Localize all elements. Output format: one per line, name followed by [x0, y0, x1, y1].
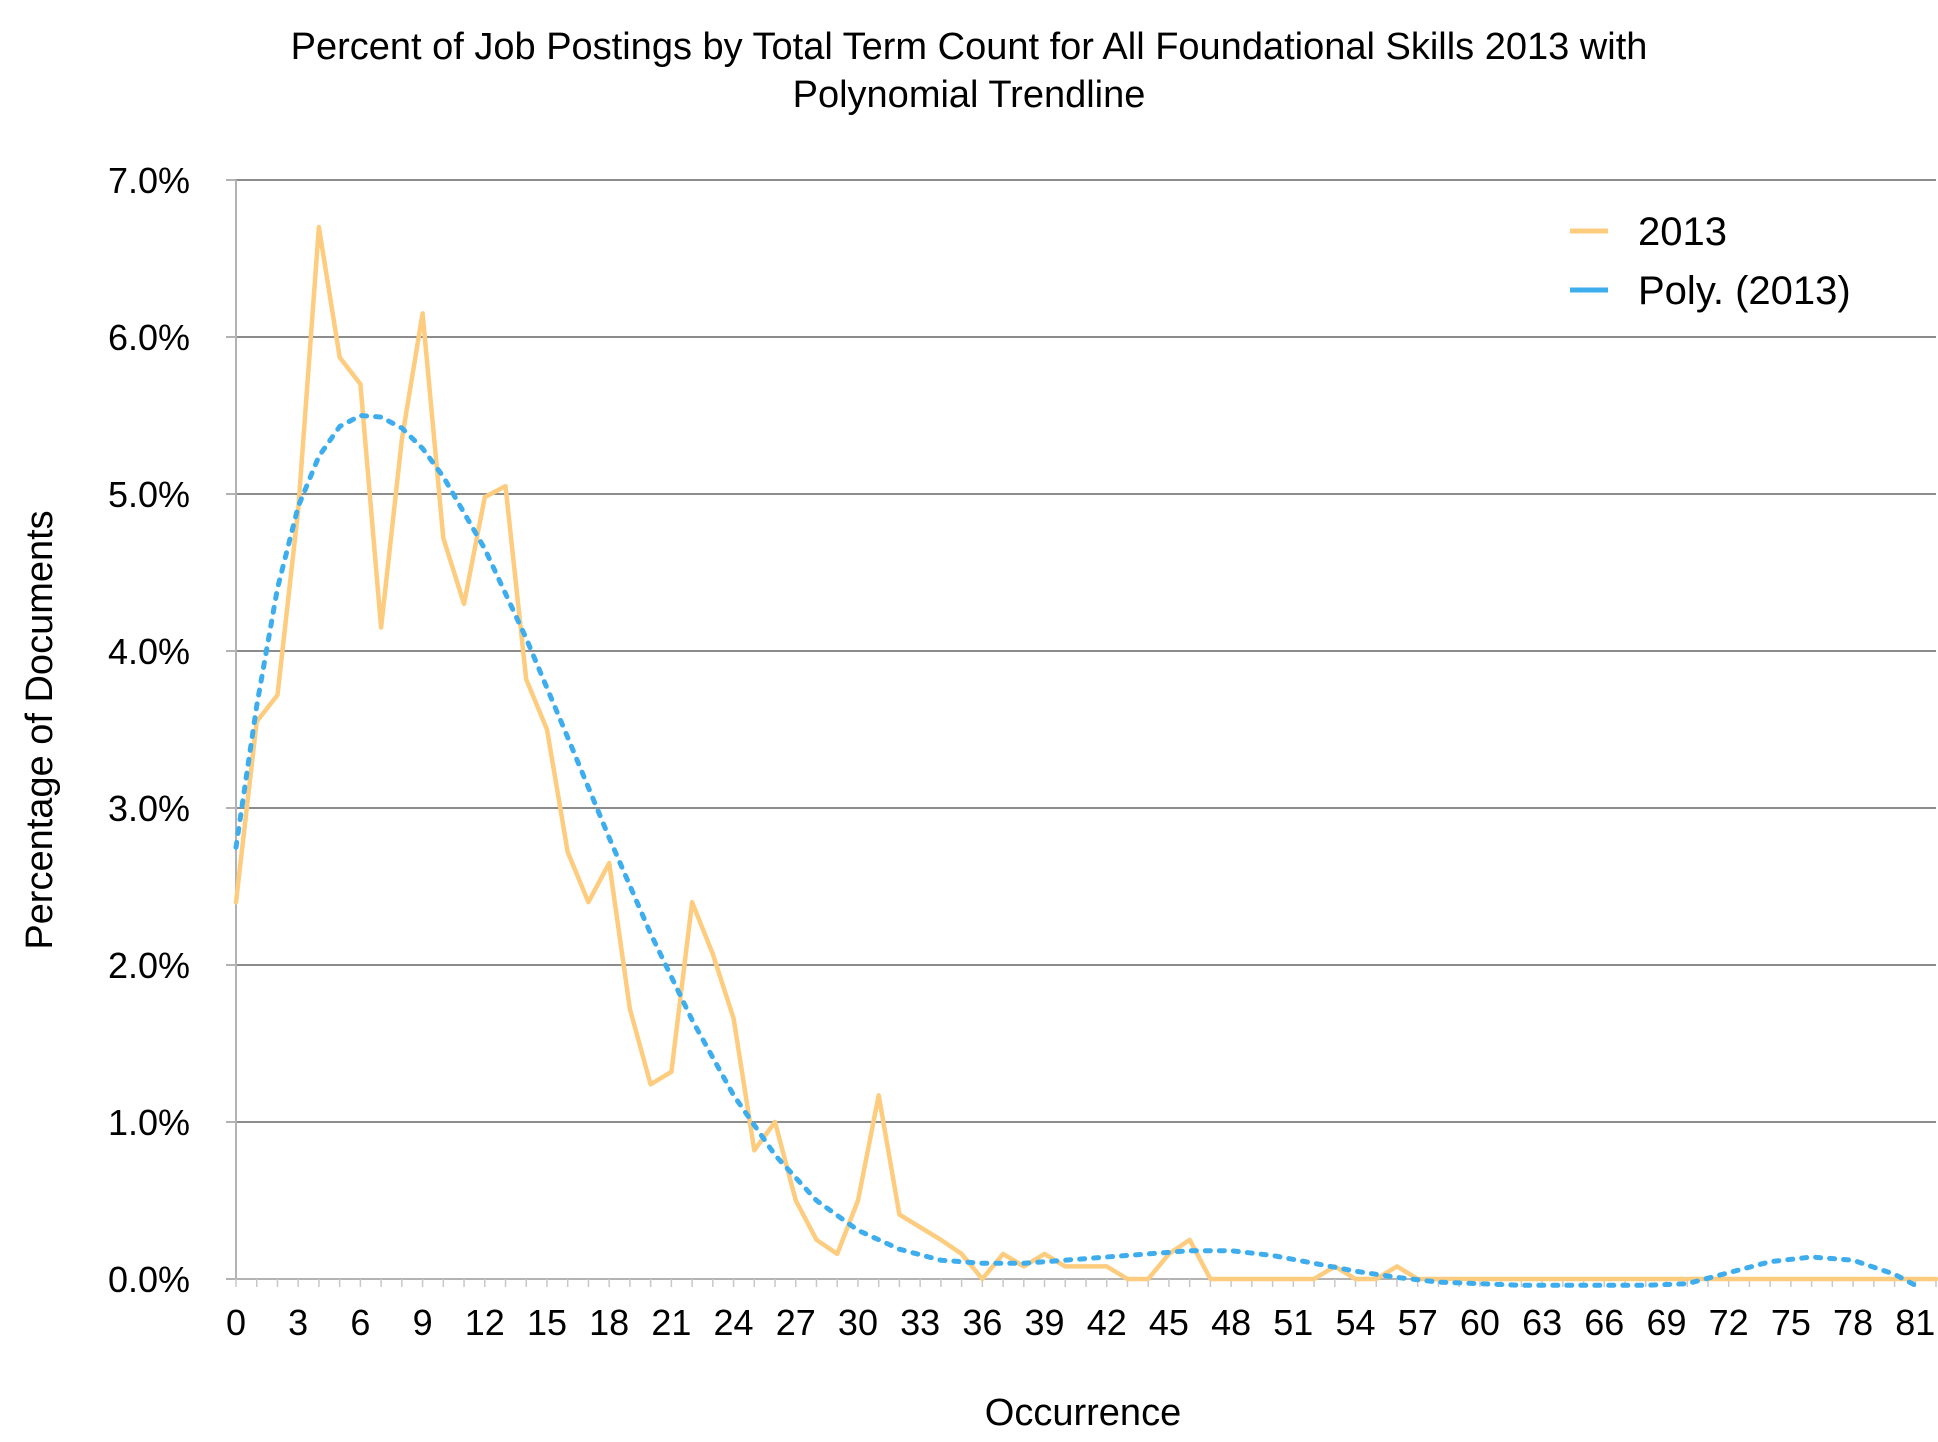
x-tick-label: 63 [1522, 1302, 1562, 1343]
y-tick-label: 2.0% [108, 945, 190, 986]
y-axis-title: Percentage of Documents [19, 510, 61, 949]
x-tick-label: 51 [1273, 1302, 1313, 1343]
x-tick-label: 78 [1833, 1302, 1873, 1343]
x-tick-label: 60 [1460, 1302, 1500, 1343]
x-tick-label: 81 [1895, 1302, 1935, 1343]
x-tick-label: 72 [1709, 1302, 1749, 1343]
x-tick-label: 69 [1646, 1302, 1686, 1343]
y-tick-label: 6.0% [108, 317, 190, 358]
legend-label: 2013 [1638, 210, 1727, 254]
x-tick-label: 48 [1211, 1302, 1251, 1343]
x-tick-label: 39 [1025, 1302, 1065, 1343]
x-tick-label: 0 [226, 1302, 246, 1343]
x-tick-label: 75 [1771, 1302, 1811, 1343]
x-tick-label: 3 [288, 1302, 308, 1343]
x-tick-label: 24 [714, 1302, 754, 1343]
chart-title-line-1: Percent of Job Postings by Total Term Co… [290, 26, 1648, 68]
y-tick-label: 0.0% [108, 1259, 190, 1300]
trendline-poly-2013 [233, 413, 1918, 1288]
x-tick-label: 18 [589, 1302, 629, 1343]
x-tick-label: 27 [776, 1302, 816, 1343]
chart-title-line-2: Polynomial Trendline [792, 74, 1146, 116]
series-line-2013 [233, 224, 1938, 1282]
axes [226, 179, 1937, 1287]
y-tick-label: 1.0% [108, 1102, 190, 1143]
x-tick-label: 54 [1335, 1302, 1375, 1343]
y-tick-label: 5.0% [108, 474, 190, 515]
legend-label: Poly. (2013) [1638, 269, 1851, 313]
x-tick-label: 21 [651, 1302, 691, 1343]
x-tick-label: 15 [527, 1302, 567, 1343]
x-axis-title: Occurrence [985, 1392, 1181, 1434]
x-tick-label: 30 [838, 1302, 878, 1343]
x-tick-label: 45 [1149, 1302, 1189, 1343]
x-tick-label: 9 [413, 1302, 433, 1343]
x-tick-label: 6 [350, 1302, 370, 1343]
x-tick-label: 36 [962, 1302, 1002, 1343]
x-tick-labels: 0 3 6 9 12 15 18 21 24 27 30 33 36 39 42 45 48 51 54 57 60 63… [226, 1302, 1935, 1343]
legend: 2013 Poly. (2013) [1570, 210, 1851, 313]
series-lines [233, 224, 1938, 1288]
y-tick-label: 3.0% [108, 788, 190, 829]
y-tick-label: 7.0% [108, 160, 190, 201]
x-tick-label: 33 [900, 1302, 940, 1343]
y-tick-labels: 0.0% 1.0% 2.0% 3.0% 4.0% 5.0% 6.0% 7.0% [108, 160, 190, 1300]
gridlines [236, 179, 1936, 1123]
y-tick-label: 4.0% [108, 631, 190, 672]
x-tick-label: 42 [1087, 1302, 1127, 1343]
x-tick-label: 12 [465, 1302, 505, 1343]
x-tick-label: 57 [1398, 1302, 1438, 1343]
x-tick-label: 66 [1584, 1302, 1624, 1343]
